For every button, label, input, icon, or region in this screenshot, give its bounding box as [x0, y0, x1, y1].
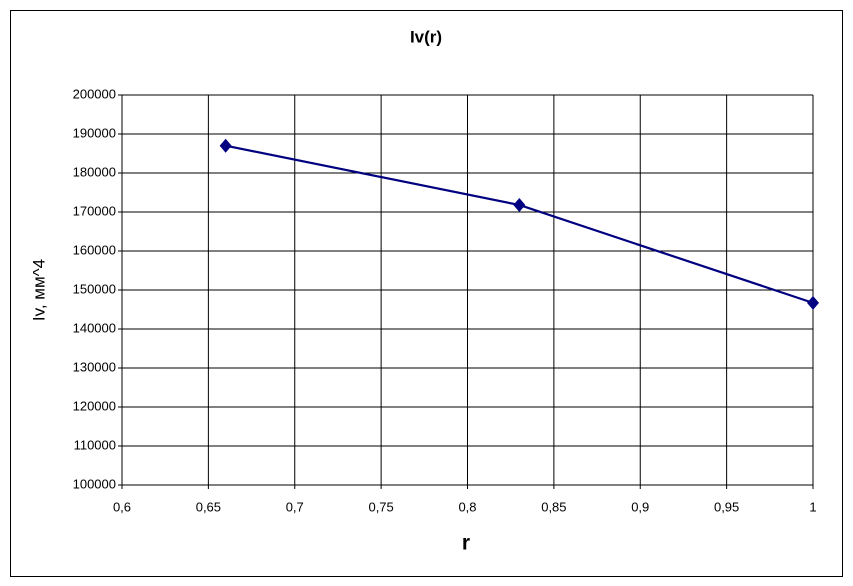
y-tick-label: 200000	[73, 86, 116, 101]
y-tick-label: 190000	[73, 125, 116, 140]
y-tick-label: 130000	[73, 359, 116, 374]
data-point	[219, 138, 232, 153]
y-tick-label: 140000	[73, 320, 116, 335]
x-tick-label: 0,65	[196, 499, 221, 514]
x-tick-label: 0,95	[714, 499, 739, 514]
y-tick-label: 150000	[73, 281, 116, 296]
x-tick-label: 0,75	[368, 499, 393, 514]
data-point	[513, 197, 526, 212]
x-tick-label: 0,85	[541, 499, 566, 514]
x-tick-label: 0,9	[631, 499, 649, 514]
data-point	[807, 295, 819, 310]
x-tick-label: 0,8	[458, 499, 476, 514]
chart-title: Iv(r)	[410, 27, 442, 46]
y-tick-label: 110000	[74, 437, 116, 452]
chart-frame	[10, 10, 843, 577]
x-axis-label: r	[462, 532, 470, 555]
y-tick-label: 120000	[73, 398, 116, 413]
y-tick-label: 180000	[73, 164, 116, 179]
y-tick-label: 160000	[73, 242, 116, 257]
x-tick-label: 0,7	[286, 499, 304, 514]
y-tick-label: 170000	[73, 203, 116, 218]
y-axis-label: Iv, мм^4	[29, 259, 48, 321]
y-tick-label: 100000	[73, 476, 116, 491]
x-tick-label: 0,6	[113, 499, 131, 514]
x-tick-label: 1	[809, 499, 816, 514]
